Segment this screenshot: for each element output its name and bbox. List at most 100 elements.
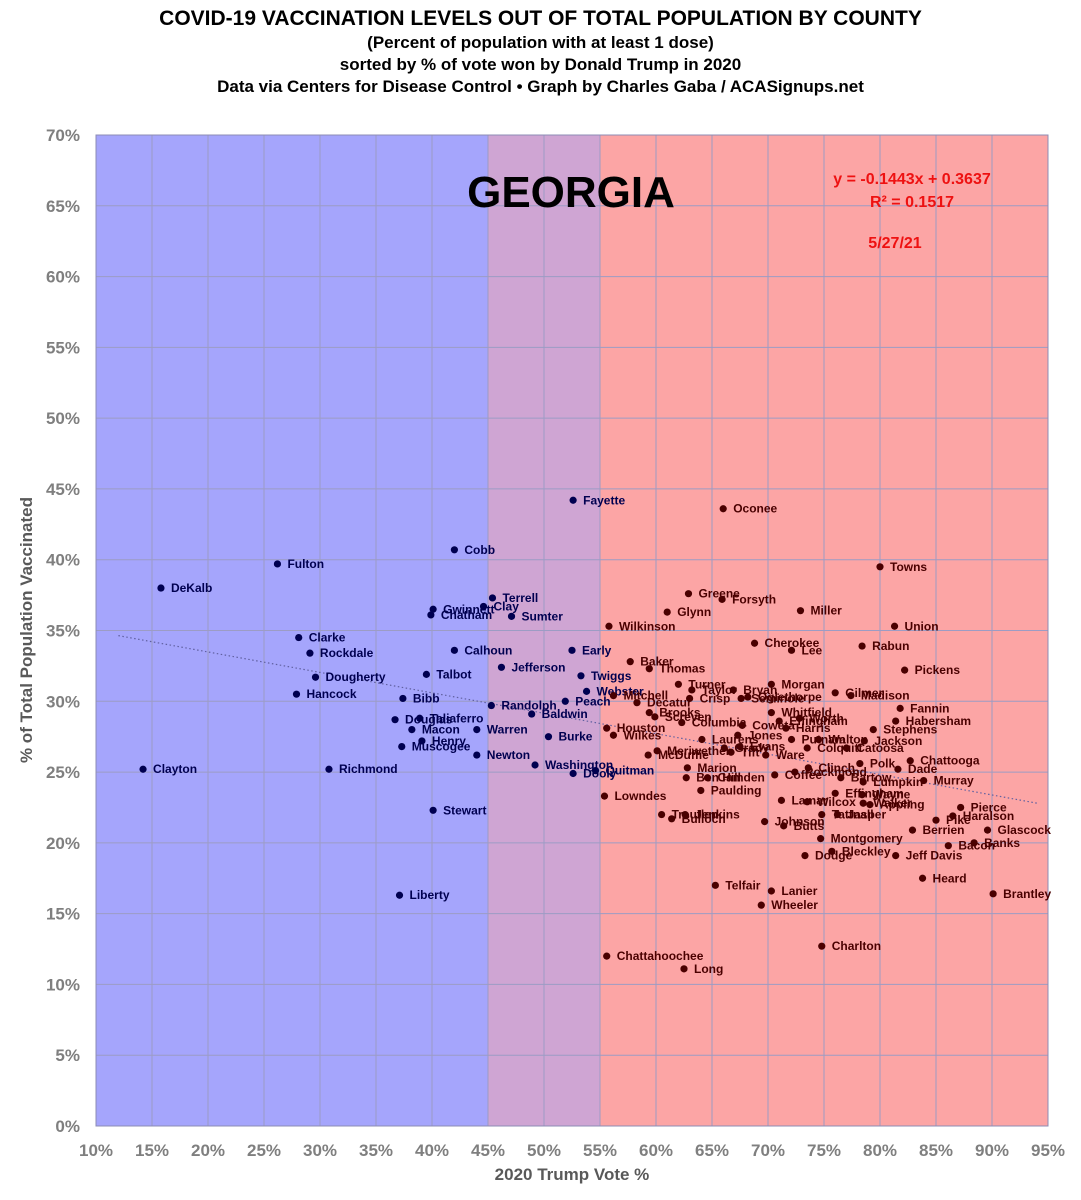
point-label: Colquitt bbox=[817, 741, 862, 755]
point-label: Clarke bbox=[309, 631, 346, 645]
point-jones bbox=[734, 731, 742, 739]
point-effingham2 bbox=[831, 789, 839, 797]
point-rockmond bbox=[791, 768, 799, 776]
point-peach bbox=[561, 697, 569, 705]
point-thomas bbox=[645, 665, 653, 673]
point-label: Jasper bbox=[847, 808, 886, 822]
point-jenkins bbox=[681, 810, 689, 819]
point-brooks bbox=[645, 709, 653, 717]
point-label: Meriwether bbox=[667, 744, 731, 758]
point-hancock bbox=[292, 690, 301, 698]
x-tick-label: 40% bbox=[415, 1141, 449, 1160]
point-jackson bbox=[860, 737, 868, 745]
point-rabun bbox=[858, 642, 866, 650]
point-label: Putnam bbox=[802, 733, 846, 747]
point-label: Fayette bbox=[583, 493, 625, 507]
point-twiggs bbox=[577, 672, 585, 680]
point-label: Murray bbox=[934, 774, 974, 788]
point-label: Treutlen bbox=[672, 808, 719, 822]
point-label: Harris bbox=[796, 721, 831, 735]
point-lanier bbox=[767, 887, 775, 895]
point-bartow bbox=[837, 774, 845, 782]
point-ware bbox=[762, 751, 770, 759]
point-glynn bbox=[663, 608, 671, 616]
point-camden bbox=[703, 774, 712, 782]
point-dekalb bbox=[157, 584, 165, 592]
point-label: Calhoun bbox=[464, 643, 512, 657]
point-burke bbox=[544, 733, 553, 741]
point-lee bbox=[787, 646, 796, 654]
point-label: Taliaferro bbox=[430, 711, 484, 725]
point-label: Clay bbox=[494, 599, 520, 613]
point-label: Appling bbox=[880, 798, 925, 812]
point-long bbox=[680, 965, 688, 973]
point-jasper bbox=[833, 810, 842, 819]
point-label: Banks bbox=[984, 836, 1020, 850]
point-label: Chatham bbox=[441, 608, 492, 622]
point-oconee bbox=[719, 505, 727, 513]
y-tick-label: 65% bbox=[46, 197, 80, 216]
point-label: Heard bbox=[933, 871, 967, 885]
x-tick-label: 55% bbox=[583, 1141, 617, 1160]
point-label: Jefferson bbox=[511, 660, 565, 674]
point-bulloch bbox=[668, 815, 676, 823]
y-tick-label: 45% bbox=[46, 480, 80, 499]
point-label: Lee bbox=[802, 643, 823, 657]
point-label: Morgan bbox=[781, 677, 824, 691]
y-tick-label: 15% bbox=[46, 905, 80, 924]
r-squared: R² = 0.1517 bbox=[870, 194, 954, 211]
point-label: Oglethorpe bbox=[758, 690, 822, 704]
point-catoosa bbox=[842, 744, 851, 752]
point-pierce bbox=[957, 803, 965, 812]
point-evans bbox=[736, 742, 744, 751]
point-label: Early bbox=[582, 643, 612, 657]
point-label: Chattooga bbox=[920, 754, 980, 768]
point-bacon bbox=[944, 842, 952, 850]
point-label: Union bbox=[905, 619, 939, 633]
point-laurens bbox=[698, 735, 706, 744]
point-sumter bbox=[507, 612, 516, 620]
point-label: Lowndes bbox=[614, 789, 666, 803]
point-jeff-davis bbox=[892, 851, 900, 860]
x-tick-label: 35% bbox=[359, 1141, 393, 1160]
y-tick-label: 20% bbox=[46, 834, 80, 853]
point-union bbox=[890, 622, 899, 630]
point-label: Bibb bbox=[413, 691, 440, 705]
point-clarke bbox=[295, 633, 303, 642]
point-colquitt bbox=[803, 744, 811, 752]
x-axis-label: 2020 Trump Vote % bbox=[495, 1165, 650, 1184]
point-habersham bbox=[892, 717, 900, 725]
point-stephens bbox=[869, 726, 877, 734]
point-chatham bbox=[427, 611, 435, 619]
point-decatur bbox=[633, 699, 641, 707]
point-label: Jenkins bbox=[695, 808, 740, 822]
point-label: Columbia bbox=[692, 716, 747, 730]
point-baker bbox=[626, 658, 634, 666]
point-heard bbox=[918, 874, 927, 882]
point-tattnall bbox=[818, 810, 826, 819]
point-label: Berrien bbox=[922, 823, 964, 837]
point-taliaferro bbox=[416, 714, 424, 722]
point-label: Dooly bbox=[583, 766, 617, 780]
point-label: Chattahoochee bbox=[617, 949, 704, 963]
x-tick-label: 45% bbox=[471, 1141, 505, 1160]
point-label: Wheeler bbox=[771, 898, 818, 912]
point-madison bbox=[847, 692, 855, 700]
x-tick-label: 65% bbox=[695, 1141, 729, 1160]
point-oglethorpe bbox=[744, 693, 752, 701]
point-label: Marion bbox=[697, 761, 736, 775]
point-label: Twiggs bbox=[591, 669, 632, 683]
point-label: Screven bbox=[665, 710, 712, 724]
point-lumpkin bbox=[859, 778, 867, 786]
point-berrien bbox=[908, 826, 917, 834]
date-label: 5/27/21 bbox=[868, 235, 921, 252]
point-webster bbox=[582, 687, 591, 695]
point-fannin bbox=[896, 704, 904, 712]
point-talbot bbox=[422, 670, 430, 678]
point-stewart bbox=[429, 806, 437, 814]
chart-subtitle-sort: sorted by % of vote won by Donald Trump … bbox=[339, 55, 742, 74]
point-label: Wilcox bbox=[817, 795, 856, 809]
point-grady bbox=[720, 744, 728, 752]
point-label: Miller bbox=[810, 604, 842, 618]
y-tick-label: 30% bbox=[46, 692, 80, 711]
